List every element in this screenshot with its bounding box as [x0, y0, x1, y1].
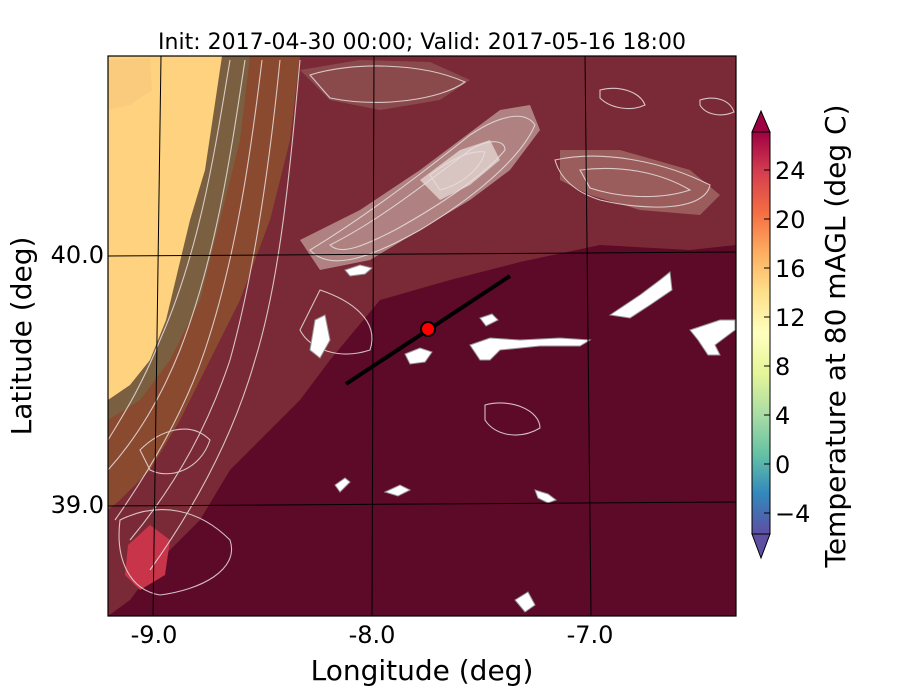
y-tick-label: 39.0 [51, 491, 104, 519]
coastline-inner [108, 58, 152, 110]
map-frame [107, 55, 737, 617]
x-tick-label: -7.0 [567, 621, 614, 649]
colorbar-tick-label: 24 [775, 157, 806, 185]
southwest-warm-spot [125, 525, 170, 590]
colorbar-tick-label: −4 [775, 500, 810, 528]
colorbar-tick-label: 0 [775, 451, 790, 479]
white-patches [309, 264, 736, 613]
x-axis-label: Longitude (deg) [311, 654, 534, 687]
graticule [108, 56, 736, 616]
colorbar: 24 20 16 12 8 4 0 −4 Temperature at 80 m… [751, 104, 852, 569]
colorbar-tick-label: 8 [775, 353, 790, 381]
colorbar-tick-label: 20 [775, 206, 806, 234]
y-axis-label: Latitude (deg) [5, 237, 38, 436]
x-tick-label: -9.0 [131, 621, 178, 649]
colorbar-tick-label: 16 [775, 255, 806, 283]
mountain-ridge-peak [420, 140, 500, 200]
colorbar-max-extend [751, 109, 771, 133]
colorbar-min-extend [751, 533, 771, 560]
site-marker [420, 321, 436, 337]
colorbar-gradient [752, 132, 770, 534]
map-area [108, 56, 736, 616]
colorbar-tick-label: 12 [775, 304, 806, 332]
map-title: Init: 2017-04-30 00:00; Valid: 2017-05-1… [158, 30, 686, 55]
x-tick-label: -8.0 [349, 621, 396, 649]
colorbar-frame [751, 131, 771, 535]
y-tick-label: 40.0 [51, 241, 104, 269]
terrain-contours [108, 59, 735, 596]
northeast-highlands [560, 150, 720, 215]
ocean [108, 56, 222, 400]
colorbar-label: Temperature at 80 mAGL (deg C) [819, 104, 852, 568]
colorbar-tick-label: 4 [775, 402, 790, 430]
